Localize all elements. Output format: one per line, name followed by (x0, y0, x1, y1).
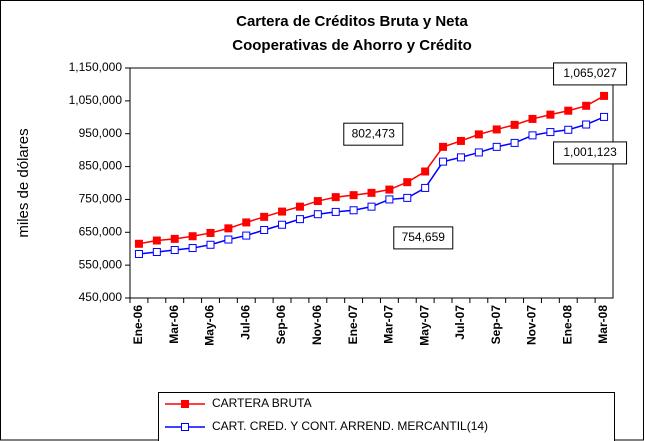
point-marker (582, 101, 591, 110)
x-tick-label: Jul-07 (453, 305, 467, 340)
point-marker (295, 202, 304, 211)
point-marker (439, 142, 448, 151)
point-marker (152, 236, 161, 245)
point-marker (367, 202, 376, 211)
point-marker (492, 125, 501, 134)
x-tick-label: Nov-07 (525, 305, 539, 345)
point-marker (510, 138, 519, 147)
chart-title: Cartera de Créditos Bruta y Neta (236, 13, 468, 30)
point-marker (474, 148, 483, 157)
x-tick-label: Mar-08 (596, 305, 610, 344)
point-marker (385, 185, 394, 194)
y-tick-label: 1,150,000 (69, 60, 123, 74)
point-marker (582, 120, 591, 129)
y-tick-label: 850,000 (79, 159, 123, 173)
point-marker (510, 120, 519, 129)
value-label: 754,659 (402, 230, 446, 244)
point-marker (224, 224, 233, 233)
x-tick-label: Jul-06 (238, 305, 252, 340)
y-tick-label: 1,050,000 (69, 93, 123, 107)
point-marker (313, 197, 322, 206)
legend-marker (181, 423, 189, 431)
value-label-box (553, 62, 628, 86)
point-marker (278, 220, 287, 229)
point-marker (439, 157, 448, 166)
point-marker (564, 125, 573, 134)
value-label-box (393, 226, 454, 250)
point-marker (331, 207, 340, 216)
point-marker (260, 225, 269, 234)
point-marker (206, 228, 215, 237)
value-label: 802,473 (352, 126, 396, 140)
point-marker (242, 218, 251, 227)
point-marker (260, 212, 269, 221)
y-tick-label: 650,000 (79, 224, 123, 238)
point-marker (421, 167, 430, 176)
y-tick-label: 750,000 (79, 192, 123, 206)
point-marker (600, 91, 609, 100)
point-marker (295, 215, 304, 224)
x-tick-label: Ene-06 (131, 305, 145, 345)
point-marker (385, 195, 394, 204)
value-label: 1,065,027 (563, 66, 617, 80)
point-marker (403, 178, 412, 187)
point-marker (206, 240, 215, 249)
value-label-box (553, 141, 628, 165)
point-marker (564, 106, 573, 115)
point-marker (242, 231, 251, 240)
legend-marker (181, 400, 189, 408)
point-marker (134, 239, 143, 248)
x-tick-label: Ene-07 (346, 305, 360, 345)
value-label: 1,001,123 (563, 145, 617, 159)
point-marker (528, 114, 537, 123)
point-marker (546, 110, 555, 119)
point-marker (188, 244, 197, 253)
point-marker (170, 246, 179, 255)
point-marker (600, 112, 609, 121)
point-marker (546, 128, 555, 137)
point-marker (456, 153, 465, 162)
y-tick-label: 950,000 (79, 126, 123, 140)
point-marker (331, 193, 340, 202)
y-tick-label: 450,000 (79, 290, 123, 304)
point-marker (152, 248, 161, 256)
point-marker (349, 206, 358, 215)
x-tick-label: Ene-08 (560, 305, 574, 345)
point-marker (224, 235, 233, 244)
y-tick-label: 550,000 (79, 257, 123, 271)
y-axis-label: miles de dólares (15, 128, 32, 237)
point-marker (421, 183, 430, 192)
point-marker (474, 130, 483, 139)
point-marker (456, 136, 465, 145)
value-label-box (343, 122, 404, 146)
chart-subtitle: Cooperativas de Ahorro y Crédito (232, 37, 472, 54)
point-marker (170, 234, 179, 243)
plot-area (129, 67, 614, 299)
legend-label: CARTERA BRUTA (212, 396, 312, 410)
legend-label: CART. CRED. Y CONT. ARREND. MERCANTIL(14… (212, 419, 488, 433)
legend-box (158, 392, 615, 441)
point-marker (188, 232, 197, 241)
x-tick-label: May-07 (417, 305, 431, 346)
x-tick-label: Mar-06 (167, 305, 181, 344)
x-tick-label: Mar-07 (382, 305, 396, 344)
point-marker (134, 249, 143, 258)
point-marker (313, 210, 322, 219)
x-tick-label: May-06 (203, 305, 217, 346)
x-tick-label: Sep-06 (274, 305, 288, 345)
point-marker (278, 207, 287, 216)
point-marker (349, 191, 358, 200)
point-marker (528, 131, 537, 140)
x-tick-label: Sep-07 (489, 305, 503, 345)
point-marker (403, 193, 412, 202)
point-marker (367, 188, 376, 197)
point-marker (492, 142, 501, 151)
x-tick-label: Nov-06 (310, 305, 324, 345)
